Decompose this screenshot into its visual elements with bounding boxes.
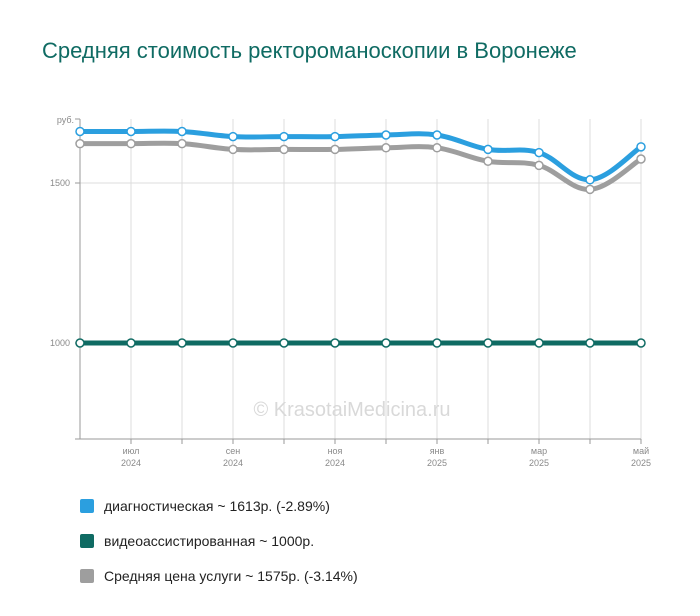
- legend-swatch: [80, 498, 94, 513]
- data-point[interactable]: [432, 338, 442, 348]
- x-tick-label: 2025: [631, 458, 651, 468]
- data-point[interactable]: [330, 338, 340, 348]
- data-point[interactable]: [381, 130, 391, 140]
- grid: [80, 119, 642, 439]
- legend-label: Средняя цена услуги ~ 1575р. (-3.14%): [104, 567, 358, 584]
- series-1: [75, 138, 646, 195]
- data-point[interactable]: [381, 338, 391, 348]
- line-chart: © KrasotaiMedicina.ru руб. 1000 1500 июл 202…: [50, 115, 651, 468]
- data-point[interactable]: [432, 130, 442, 140]
- data-point[interactable]: [126, 126, 136, 137]
- series-group: [75, 126, 646, 348]
- data-point[interactable]: [330, 131, 340, 142]
- x-tick-label: май: [633, 446, 649, 456]
- x-tick-label: 2025: [529, 458, 549, 468]
- data-point[interactable]: [534, 338, 544, 348]
- series-2: [75, 338, 646, 348]
- chart-title: Средняя стоимость ректороманоскопии в Во…: [42, 38, 577, 63]
- data-point[interactable]: [228, 338, 238, 348]
- data-point[interactable]: [585, 184, 595, 195]
- data-point[interactable]: [330, 144, 340, 155]
- legend-label: видеоассистированная ~ 1000р.: [104, 532, 315, 549]
- x-tick-label: сен: [226, 446, 241, 456]
- data-point[interactable]: [534, 147, 544, 158]
- series-0: [75, 126, 646, 185]
- data-point[interactable]: [75, 338, 85, 348]
- x-tick-label: 2024: [121, 458, 141, 468]
- data-point[interactable]: [126, 138, 136, 149]
- data-point[interactable]: [483, 144, 493, 155]
- legend-label: диагностическая ~ 1613р. (-2.89%): [104, 497, 330, 514]
- data-point[interactable]: [75, 138, 85, 149]
- tick-labels: руб. 1000 1500 июл 2024 сен 2024 ноя 2024 янв 2025…: [50, 115, 651, 468]
- data-point[interactable]: [636, 338, 646, 348]
- data-point[interactable]: [381, 143, 391, 153]
- legend-swatch: [80, 568, 94, 583]
- data-point[interactable]: [228, 144, 238, 155]
- y-tick-label: 1000: [50, 338, 70, 348]
- data-point[interactable]: [534, 160, 544, 171]
- y-tick-label: 1500: [50, 178, 70, 188]
- x-tick-label: янв: [430, 446, 445, 456]
- data-point[interactable]: [483, 156, 493, 166]
- legend-item-diagnostic[interactable]: диагностическая ~ 1613р. (-2.89%): [80, 488, 358, 523]
- data-point[interactable]: [177, 126, 187, 137]
- data-point[interactable]: [279, 144, 289, 155]
- x-tick-label: 2024: [325, 458, 345, 468]
- x-tick-label: ноя: [328, 446, 343, 456]
- watermark: © KrasotaiMedicina.ru: [253, 399, 450, 421]
- legend-item-video[interactable]: видеоассистированная ~ 1000р.: [80, 523, 358, 558]
- x-tick-label: мар: [531, 446, 547, 456]
- data-point[interactable]: [636, 142, 646, 152]
- legend-swatch: [80, 533, 94, 548]
- data-point[interactable]: [75, 126, 85, 137]
- data-point[interactable]: [585, 338, 595, 348]
- axes: [75, 118, 642, 444]
- data-point[interactable]: [279, 338, 289, 348]
- data-point[interactable]: [279, 131, 289, 142]
- data-point[interactable]: [228, 131, 238, 142]
- x-tick-label: 2024: [223, 458, 243, 468]
- data-point[interactable]: [177, 138, 187, 149]
- data-point[interactable]: [126, 338, 136, 348]
- y-axis-unit-label: руб.: [57, 115, 74, 125]
- legend-item-average[interactable]: Средняя цена услуги ~ 1575р. (-3.14%): [80, 558, 358, 593]
- data-point[interactable]: [636, 154, 646, 164]
- data-point[interactable]: [432, 143, 442, 153]
- x-tick-label: 2025: [427, 458, 447, 468]
- data-point[interactable]: [585, 175, 595, 185]
- data-point[interactable]: [483, 338, 493, 348]
- x-tick-label: июл: [123, 446, 140, 456]
- legend: диагностическая ~ 1613р. (-2.89%) видеоа…: [80, 488, 358, 593]
- data-point[interactable]: [177, 338, 187, 348]
